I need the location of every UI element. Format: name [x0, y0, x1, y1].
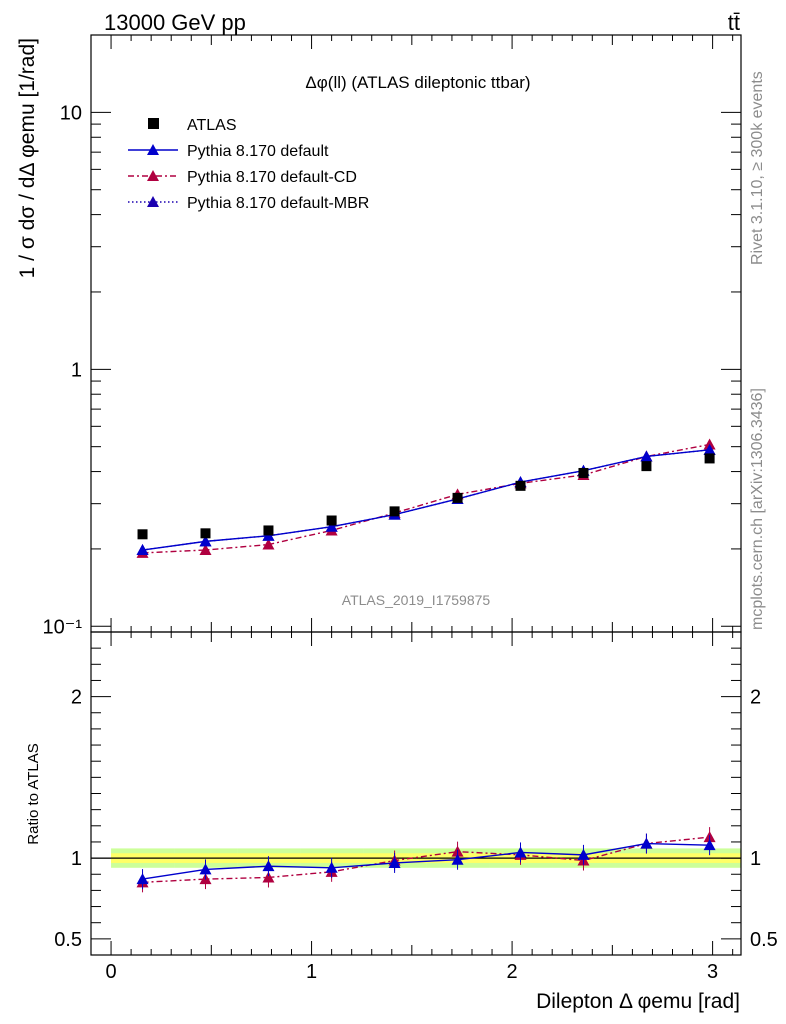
data-point-marker	[640, 450, 653, 462]
legend-marker	[147, 196, 159, 207]
ratio-axis-ticks	[91, 631, 741, 956]
data-point-marker	[199, 535, 212, 547]
data-point-marker	[136, 873, 149, 885]
y-tick-label: 10⁻¹	[43, 616, 83, 638]
data-point-atlas	[704, 453, 715, 464]
y-tick-label-right: 1	[750, 848, 761, 870]
data-point-marker	[325, 861, 338, 873]
data-point-marker	[325, 520, 338, 532]
series-line	[142, 443, 710, 554]
data-point-atlas	[263, 525, 274, 536]
series-line	[142, 449, 710, 551]
x-tick-label: 0	[105, 961, 116, 983]
x-tick-label: 3	[707, 961, 718, 983]
data-point-marker	[199, 863, 212, 875]
header-collision-label: 13000 GeV pp	[104, 10, 246, 35]
y-tick-label: 1	[71, 359, 82, 381]
data-point-atlas	[326, 515, 337, 526]
ratio-y-axis-label: Ratio to ATLAS	[25, 743, 42, 844]
ratio-series-group	[136, 827, 716, 893]
mcplots-label: mcplots.cern.ch [arXiv:1306.3436]	[749, 388, 766, 630]
data-point-atlas	[515, 480, 526, 491]
data-point-marker	[262, 860, 275, 872]
data-point-atlas	[641, 461, 652, 472]
data-point-marker	[703, 839, 716, 851]
x-axis-label: Dilepton Δ φemu [rad]	[536, 990, 740, 1013]
ratio-plot-frame	[90, 631, 742, 956]
legend-marker	[147, 144, 159, 155]
legend-label: ATLAS	[187, 117, 237, 134]
data-point-marker	[262, 871, 275, 883]
data-point-marker	[388, 856, 401, 868]
header-process-label: tt̄	[728, 10, 740, 35]
main-series-group	[136, 438, 716, 558]
legend-label: Pythia 8.170 default-CD	[187, 169, 357, 186]
data-point-marker	[136, 544, 149, 556]
y-tick-label: 2	[71, 687, 82, 709]
main-y-axis-label: 1 / σ dσ / dΔ φemu [1/rad]	[16, 38, 39, 278]
ratio-y-tick-labels: 0.5 0.5 1 1 2 2	[54, 687, 778, 951]
legend-label: Pythia 8.170 default	[187, 143, 329, 160]
legend-marker-atlas	[148, 118, 159, 129]
legend-label: Pythia 8.170 default-MBR	[187, 195, 369, 212]
data-point-atlas	[389, 506, 400, 517]
main-plot-title: Δφ(ll) (ATLAS dileptonic ttbar)	[305, 73, 530, 92]
legend: ATLAS Pythia 8.170 default Pythia 8.170 de…	[128, 117, 369, 212]
data-point-marker	[199, 544, 212, 556]
data-point-atlas	[452, 492, 463, 503]
x-tick-labels: 0 1 2 3	[105, 961, 718, 983]
series-line	[142, 842, 710, 880]
data-point-marker	[451, 853, 464, 865]
data-point-atlas	[200, 528, 211, 539]
legend-marker	[147, 170, 159, 181]
y-tick-label-right: 2	[750, 687, 761, 709]
rivet-version-label: Rivet 3.1.10, ≥ 300k events	[749, 71, 766, 265]
analysis-label: ATLAS_2019_I1759875	[342, 592, 491, 608]
series-line	[142, 449, 710, 551]
main-plot-panel: Δφ(ll) (ATLAS dileptonic ttbar) ATLAS_20…	[16, 34, 742, 638]
x-tick-label: 2	[507, 961, 518, 983]
data-point-marker	[703, 443, 716, 455]
x-tick-label: 1	[306, 961, 317, 983]
series-line	[142, 836, 710, 884]
data-point-marker	[514, 846, 527, 858]
data-point-atlas	[578, 467, 589, 478]
y-tick-label: 0.5	[54, 929, 82, 951]
data-point-marker	[640, 837, 653, 849]
ratio-plot-panel: 0.5 0.5 1 1 2 2 0 1 2 3 Ratio to ATLAS Dilepton …	[25, 631, 778, 1013]
y-tick-label: 1	[71, 848, 82, 870]
data-point-marker	[577, 848, 590, 860]
y-tick-label: 10	[60, 102, 82, 124]
data-point-marker	[262, 538, 275, 550]
y-tick-label-right: 0.5	[750, 929, 778, 951]
main-y-tick-labels: 10⁻¹ 1 10	[43, 102, 83, 638]
data-point-atlas	[137, 529, 148, 540]
